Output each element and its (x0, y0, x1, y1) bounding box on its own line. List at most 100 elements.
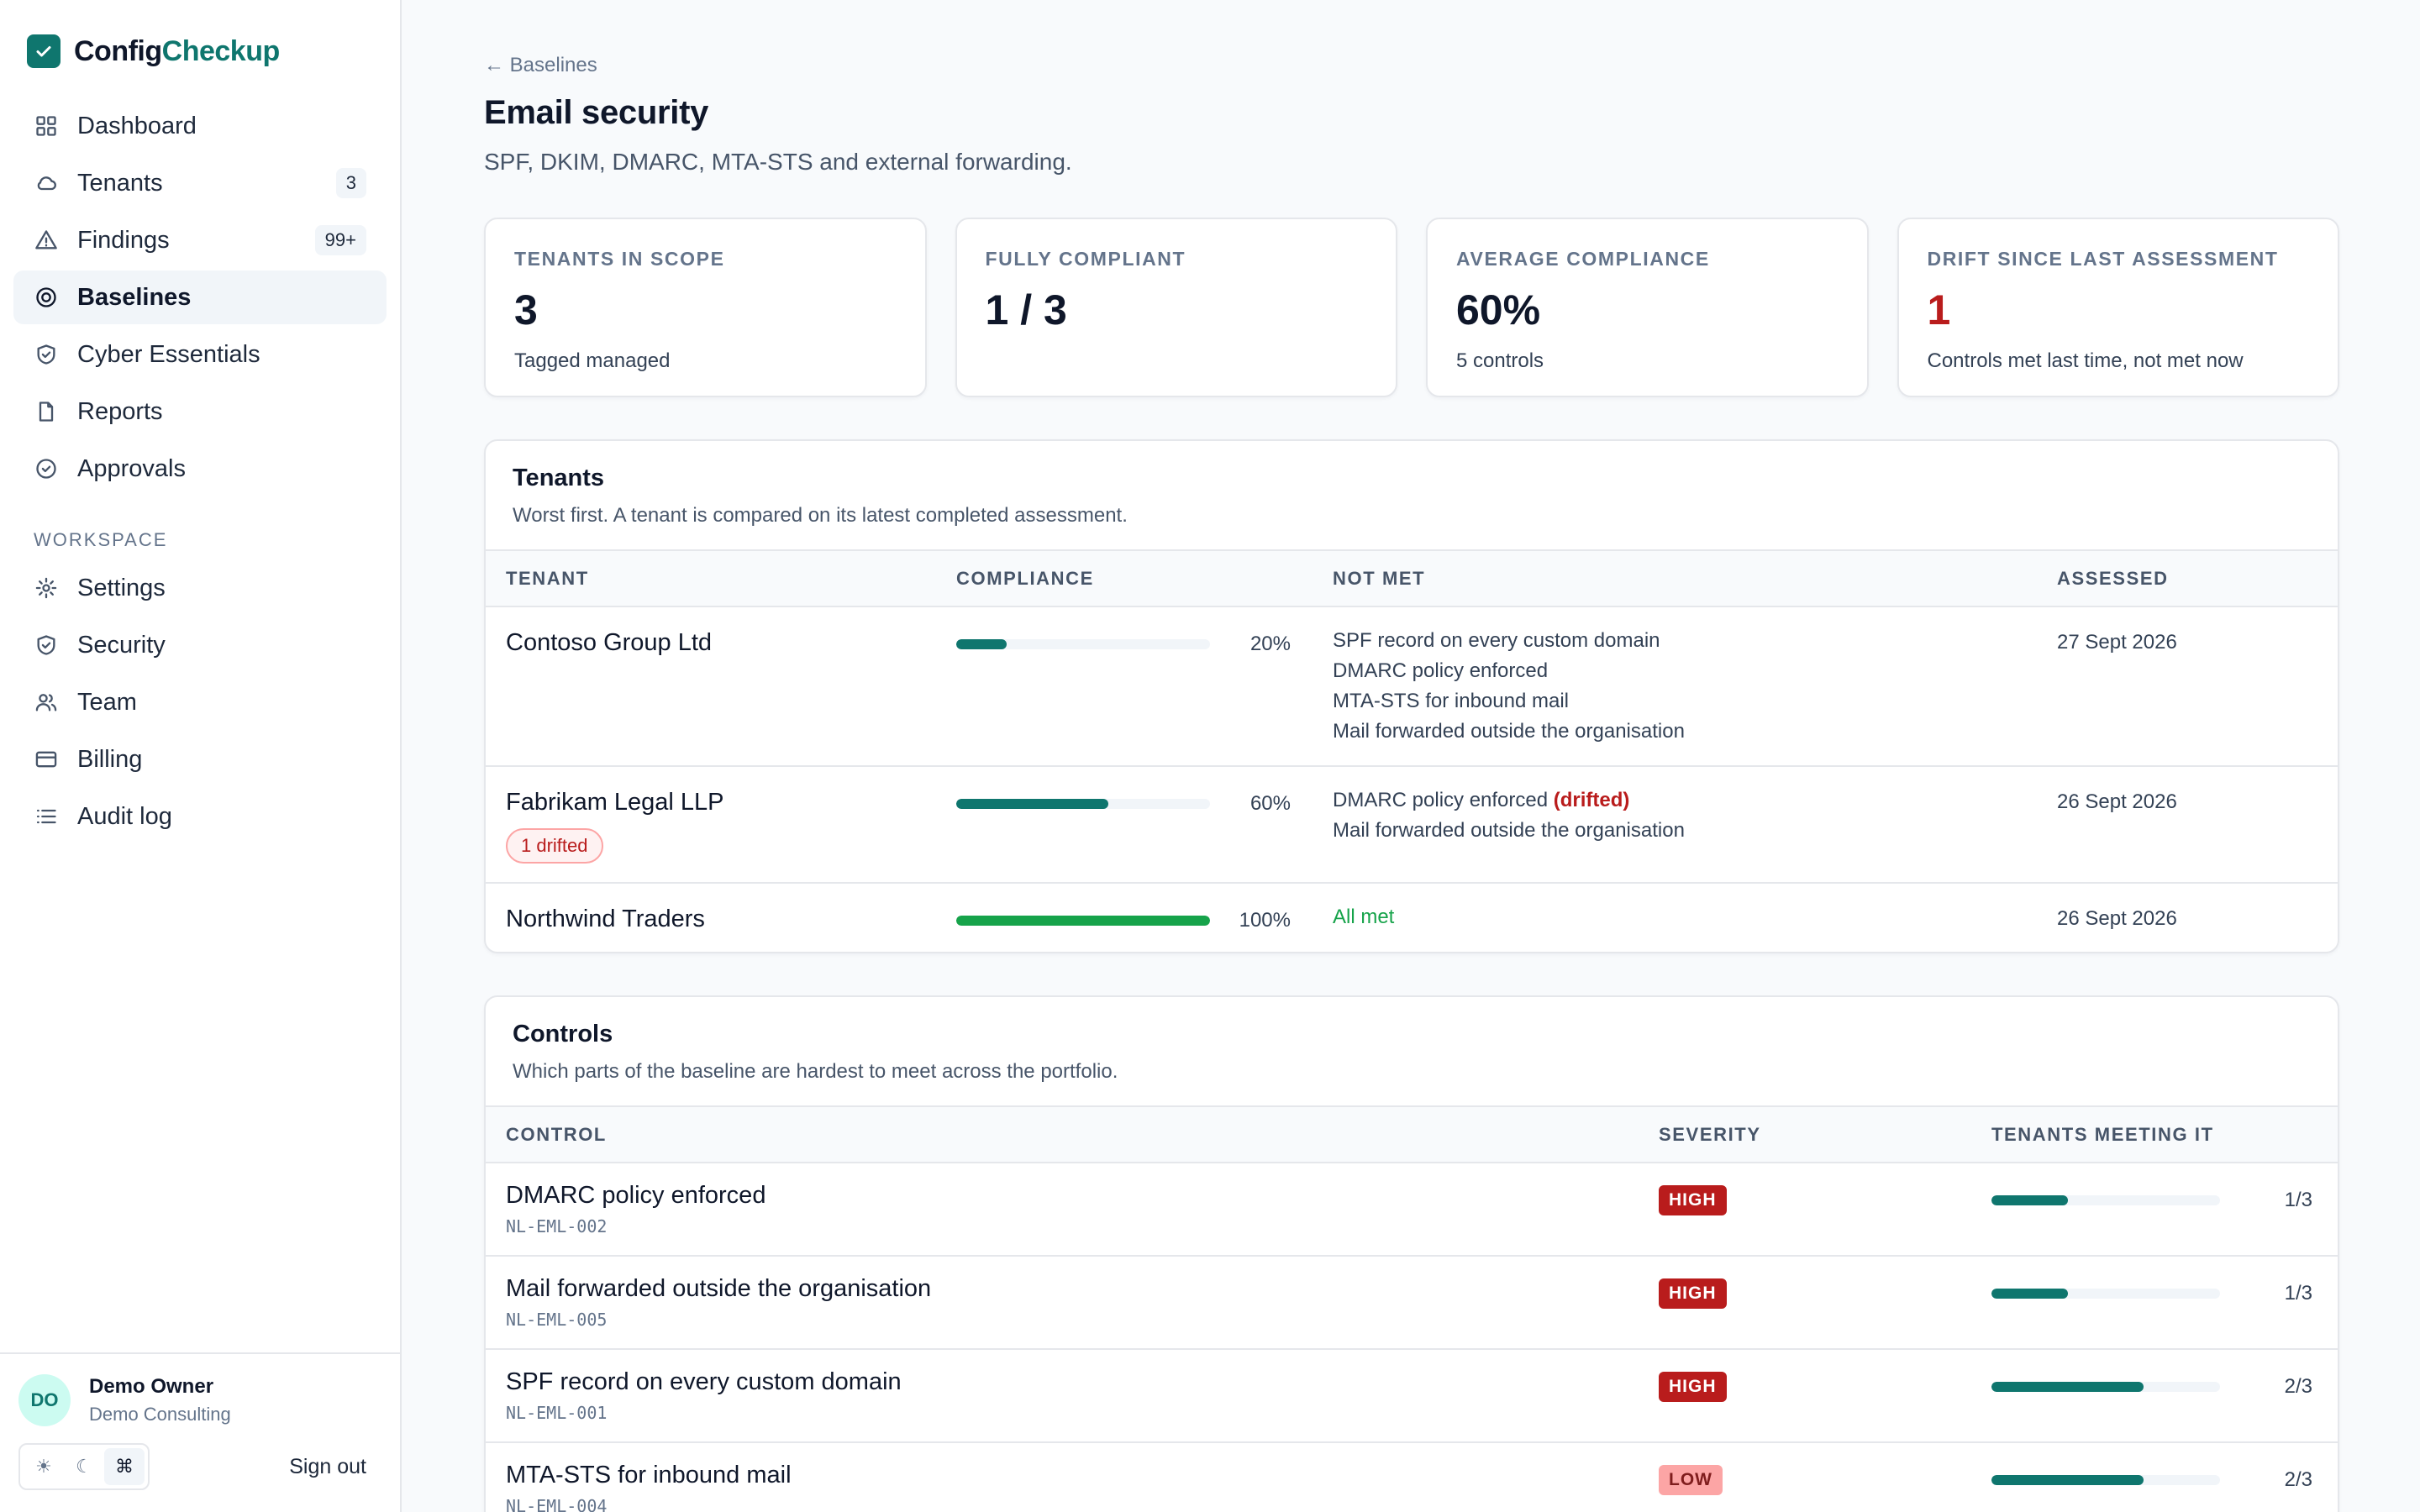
shield-icon (34, 633, 59, 658)
not-met-item: DMARC policy enforced (1333, 659, 1549, 682)
tenant-name[interactable]: Contoso Group Ltd (506, 629, 713, 656)
compliance-percent: 100% (1239, 909, 1291, 932)
brand[interactable]: ConfigCheckup (0, 0, 400, 74)
all-met-label: All met (1333, 906, 1395, 928)
sidebar-item-label: Approvals (77, 454, 186, 482)
user-name: Demo Owner (89, 1375, 214, 1398)
compliance-percent: 60% (1249, 792, 1291, 815)
stat-label: AVERAGE COMPLIANCE (1456, 248, 1710, 270)
sidebar-item-label: Audit log (77, 802, 172, 830)
sidebar-item-label: Team (77, 688, 137, 716)
meeting-cell: 1/3 (1991, 1182, 2317, 1212)
sidebar-item-label: Findings (77, 226, 170, 254)
sign-out-button[interactable]: Sign out (289, 1454, 366, 1478)
theme-toggle: ☀ ☾ ⌘ (18, 1443, 150, 1490)
page-subtitle: SPF, DKIM, DMARC, MTA-STS and external f… (484, 149, 1072, 175)
severity-badge: HIGH (1659, 1185, 1727, 1215)
column-header-not-met[interactable]: NOT MET (1313, 551, 2037, 607)
compliance-bar (956, 916, 1210, 926)
meeting-bar-fill (1991, 1382, 2144, 1392)
sidebar-item-label: Tenants (77, 169, 163, 197)
control-id: NL-EML-004 (506, 1496, 608, 1512)
compliance-cell: 100% (956, 902, 1292, 932)
assessed-date: 26 Sept 2026 (2057, 790, 2177, 813)
meeting-count: 1/3 (2284, 1282, 2312, 1305)
stats-row: TENANTS IN SCOPE 3 Tagged managed FULLY … (484, 218, 2339, 397)
sidebar-item-settings[interactable]: Settings (13, 561, 387, 615)
light-theme-icon[interactable]: ☀ (35, 1456, 52, 1477)
column-header-tenant[interactable]: TENANT (486, 551, 936, 607)
controls-card-title: Controls (513, 1021, 613, 1047)
tenant-name[interactable]: Northwind Traders (506, 906, 705, 932)
sidebar-item-dashboard[interactable]: Dashboard (13, 99, 387, 153)
column-header-control[interactable]: CONTROL (486, 1107, 1639, 1163)
compliance-bar-fill (956, 639, 1007, 649)
meeting-bar-fill (1991, 1195, 2068, 1205)
table-row[interactable]: MTA-STS for inbound mail NL-EML-004 LOW 2… (486, 1442, 2338, 1512)
column-header-compliance[interactable]: COMPLIANCE (936, 551, 1313, 607)
user-profile[interactable]: DO Demo Owner Demo Consulting (18, 1374, 381, 1426)
sidebar-item-team[interactable]: Team (13, 675, 387, 729)
sidebar-item-audit-log[interactable]: Audit log (13, 790, 387, 843)
dark-theme-icon[interactable]: ☾ (76, 1456, 92, 1477)
control-name[interactable]: Mail forwarded outside the organisation (506, 1275, 932, 1302)
severity-badge: HIGH (1659, 1278, 1727, 1309)
table-row[interactable]: SPF record on every custom domain NL-EML-… (486, 1349, 2338, 1443)
sidebar-item-approvals[interactable]: Approvals (13, 442, 387, 496)
check-circle-icon (34, 456, 59, 481)
table-row[interactable]: Fabrikam Legal LLP 1 drifted 60% DMARC p… (486, 766, 2338, 884)
sidebar-item-reports[interactable]: Reports (13, 385, 387, 438)
stat-value: 1 / 3 (985, 286, 1067, 333)
tenants-card: Tenants Worst first. A tenant is compare… (484, 439, 2339, 953)
workspace-section-label: WORKSPACE (34, 529, 168, 550)
compliance-percent: 20% (1249, 633, 1291, 655)
compliance-bar (956, 799, 1210, 809)
stat-label: FULLY COMPLIANT (985, 248, 1186, 270)
back-link[interactable]: ← Baselines (484, 54, 597, 76)
sidebar-item-billing[interactable]: Billing (13, 732, 387, 786)
meeting-bar (1991, 1382, 2220, 1392)
control-name[interactable]: MTA-STS for inbound mail (506, 1462, 792, 1488)
sidebar-item-label: Billing (77, 745, 143, 773)
findings-count-badge: 99+ (314, 225, 366, 255)
grid-icon (34, 113, 59, 139)
sidebar-item-baselines[interactable]: Baselines (13, 270, 387, 324)
control-name[interactable]: DMARC policy enforced (506, 1182, 766, 1209)
drift-badge: 1 drifted (506, 828, 603, 864)
control-id: NL-EML-005 (506, 1310, 608, 1330)
control-name[interactable]: SPF record on every custom domain (506, 1368, 902, 1395)
brand-name: ConfigCheckup (74, 34, 280, 67)
column-header-tenants-meeting[interactable]: TENANTS MEETING IT (1971, 1107, 2338, 1163)
meeting-count: 2/3 (2284, 1375, 2312, 1398)
stat-note: Tagged managed (514, 349, 671, 372)
sidebar-item-cyber-essentials[interactable]: Cyber Essentials (13, 328, 387, 381)
stat-drift: DRIFT SINCE LAST ASSESSMENT 1 Controls m… (1897, 218, 2339, 397)
sidebar-item-tenants[interactable]: Tenants 3 (13, 156, 387, 210)
meeting-bar (1991, 1289, 2220, 1299)
page-title: Email security (484, 94, 709, 131)
tenants-count-badge: 3 (335, 168, 366, 198)
table-row[interactable]: Northwind Traders 100% All met 26 Sept 2… (486, 883, 2338, 952)
assessed-date: 27 Sept 2026 (2057, 631, 2177, 654)
compliance-bar-fill (956, 916, 1210, 926)
meeting-bar-fill (1991, 1289, 2068, 1299)
stat-label: DRIFT SINCE LAST ASSESSMENT (1927, 248, 2279, 270)
not-met-item: SPF record on every custom domain (1333, 629, 1660, 652)
severity-badge: HIGH (1659, 1372, 1727, 1402)
table-row[interactable]: Contoso Group Ltd 20% SPF record on ever… (486, 606, 2338, 767)
tenant-name[interactable]: Fabrikam Legal LLP (506, 789, 724, 816)
brand-logo-icon (27, 34, 60, 68)
column-header-assessed[interactable]: ASSESSED (2037, 551, 2338, 607)
table-row[interactable]: DMARC policy enforced NL-EML-002 HIGH 1/3 (486, 1163, 2338, 1257)
sidebar-footer: DO Demo Owner Demo Consulting ☀ ☾ ⌘ Sign… (0, 1352, 400, 1512)
tenants-card-description: Worst first. A tenant is compared on its… (513, 504, 1128, 527)
sidebar-item-label: Cyber Essentials (77, 340, 260, 368)
sidebar-item-label: Reports (77, 397, 163, 425)
table-row[interactable]: Mail forwarded outside the organisation N… (486, 1256, 2338, 1350)
system-theme-icon[interactable]: ⌘ (104, 1448, 145, 1485)
sidebar-item-security[interactable]: Security (13, 618, 387, 672)
sidebar-item-findings[interactable]: Findings 99+ (13, 213, 387, 267)
meeting-count: 2/3 (2284, 1468, 2312, 1491)
column-header-severity[interactable]: SEVERITY (1639, 1107, 1971, 1163)
